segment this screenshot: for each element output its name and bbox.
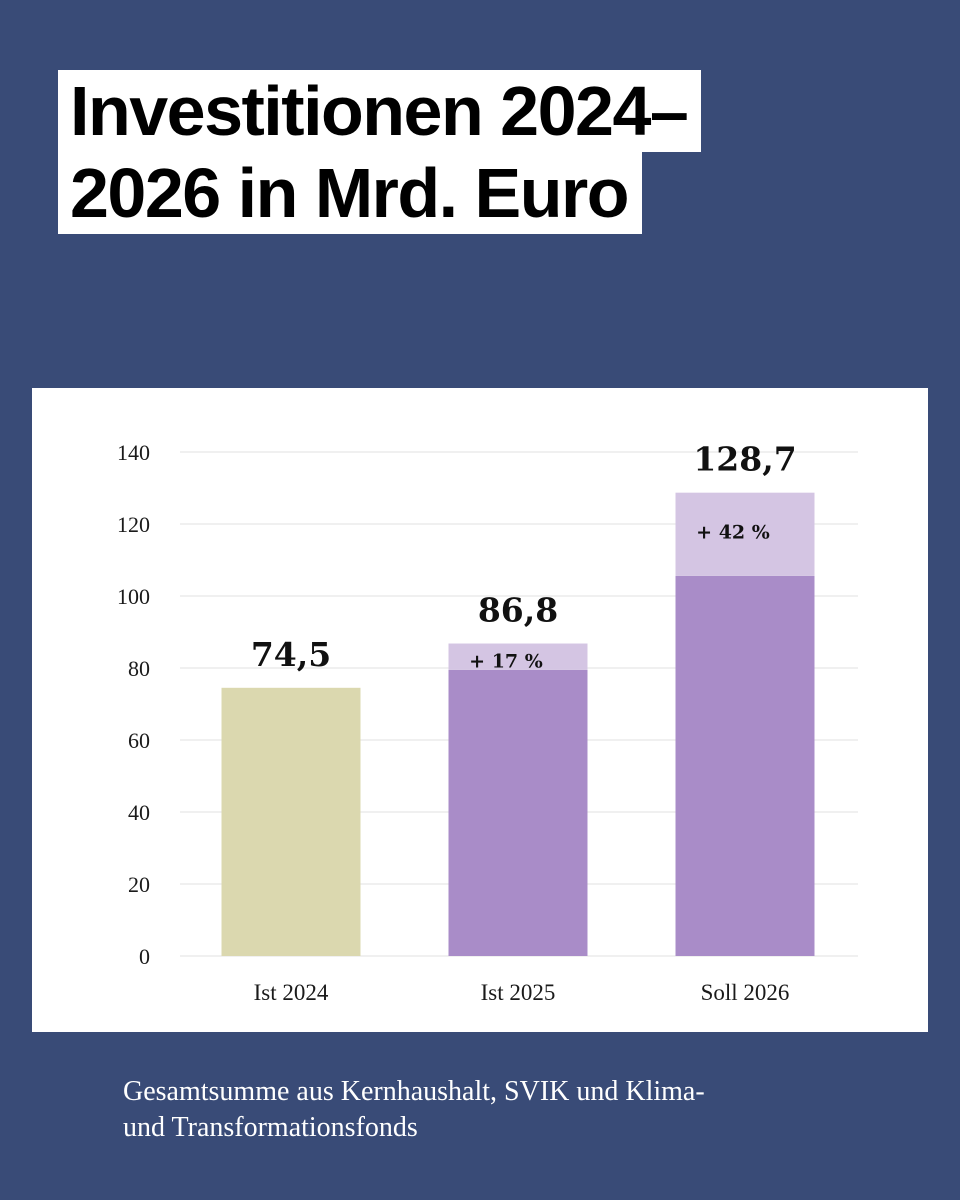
chart-caption: Gesamtsumme aus Kernhaushalt, SVIK und K… bbox=[123, 1074, 843, 1146]
y-tick-label-40: 40 bbox=[128, 800, 150, 825]
growth-label-2: + 17 % bbox=[469, 651, 543, 673]
bar-chart: 0 20 40 60 80 100 120 140 74,5 Ist 2024 + 17 % 86,8… bbox=[117, 440, 858, 1005]
y-tick-label-80: 80 bbox=[128, 656, 150, 681]
title-line-1: Investitionen 2024– bbox=[58, 70, 702, 152]
value-label-1: 74,5 bbox=[251, 635, 331, 674]
caption-line-1: Gesamtsumme aus Kernhaushalt, SVIK und K… bbox=[123, 1076, 705, 1107]
bar-increase-3 bbox=[675, 492, 815, 576]
category-label-2: Ist 2025 bbox=[481, 980, 556, 1005]
y-tick-label-120: 120 bbox=[117, 512, 150, 537]
value-label-3: 128,7 bbox=[693, 440, 796, 479]
bar-increase-2 bbox=[448, 643, 588, 670]
category-label-1: Ist 2024 bbox=[254, 980, 329, 1005]
title-line-2: 2026 in Mrd. Euro bbox=[58, 152, 642, 234]
caption-line-2: und Transformationsfonds bbox=[123, 1112, 418, 1143]
bar-base-3 bbox=[675, 575, 815, 956]
y-tick-label-140: 140 bbox=[117, 440, 150, 465]
chart-title: Investitionen 2024– 2026 in Mrd. Euro bbox=[58, 70, 702, 234]
category-label-3: Soll 2026 bbox=[701, 980, 790, 1005]
bar-base-1 bbox=[221, 687, 361, 956]
chart-panel: 0 20 40 60 80 100 120 140 74,5 Ist 2024 + 17 % 86,8… bbox=[32, 388, 928, 1032]
y-tick-label-100: 100 bbox=[117, 584, 150, 609]
y-tick-label-0: 0 bbox=[139, 944, 150, 969]
y-tick-label-20: 20 bbox=[128, 872, 150, 897]
y-tick-label-60: 60 bbox=[128, 728, 150, 753]
bar-base-2 bbox=[448, 669, 588, 956]
value-label-2: 86,8 bbox=[478, 591, 558, 630]
growth-label-3: + 42 % bbox=[696, 522, 770, 544]
